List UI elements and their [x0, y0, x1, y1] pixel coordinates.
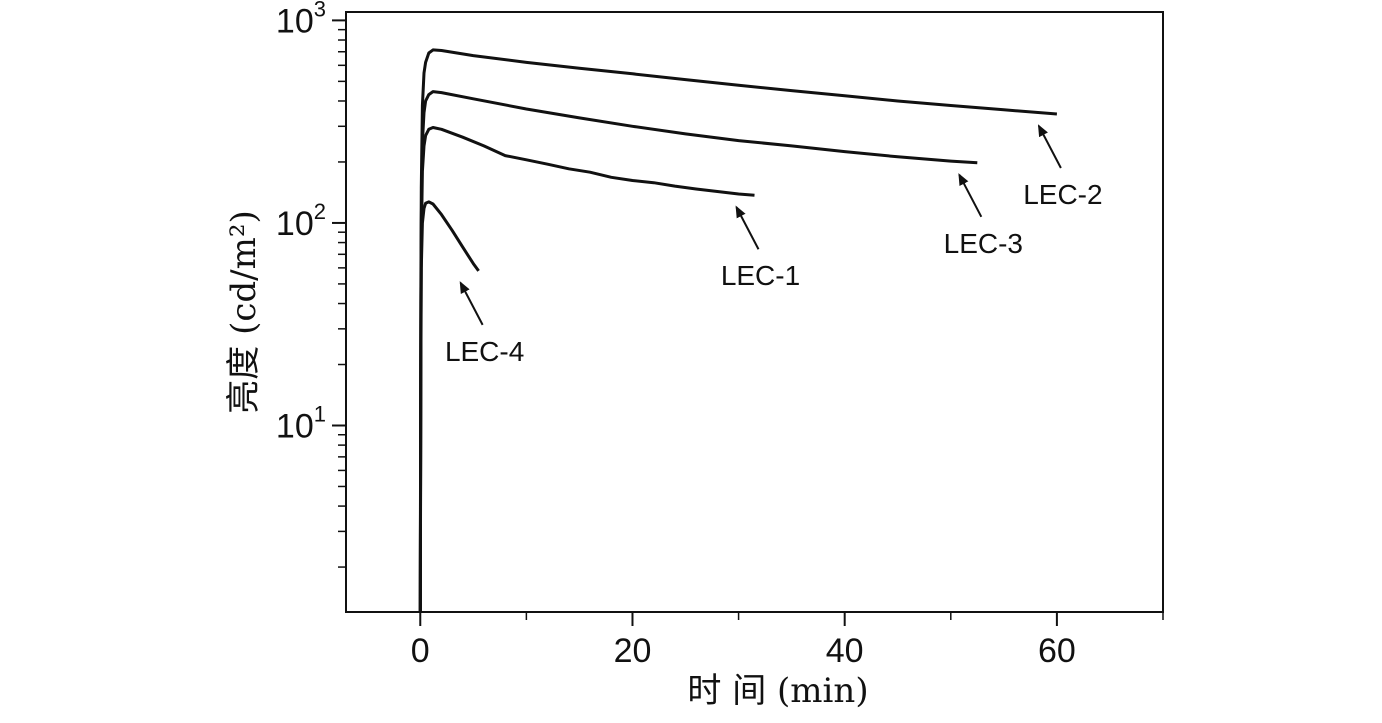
series-line-lec-2 — [418, 48, 1058, 613]
annotation-arrow — [1037, 124, 1062, 169]
x-axis-ticks: 0 20 40 60 — [411, 612, 1164, 670]
annotation-arrow — [459, 281, 484, 326]
plot-frame — [345, 11, 1164, 613]
y-tick-base: 10 — [276, 407, 314, 445]
series-layer — [418, 48, 1058, 613]
y-tick-exponent: 3 — [314, 0, 326, 21]
annotation-label: LEC-4 — [445, 336, 524, 367]
series-line-lec-4 — [418, 200, 480, 613]
y-tick-label: 103 — [276, 0, 326, 40]
x-tick-label: 60 — [1038, 632, 1076, 670]
x-tick-label: 40 — [826, 632, 864, 670]
y-tick-label: 101 — [276, 401, 326, 445]
y-tick-exponent: 2 — [314, 199, 326, 224]
y-axis-label: 亮度 (cd/m²) — [224, 210, 264, 413]
annotation-label: LEC-2 — [1023, 179, 1102, 210]
y-tick-base: 10 — [276, 2, 314, 40]
x-axis-label: 时 间 (min) — [687, 671, 868, 711]
series-line-lec-1 — [418, 126, 755, 613]
annotation-arrow — [735, 205, 760, 250]
x-tick-label: 0 — [411, 632, 430, 670]
annotation-label: LEC-1 — [721, 260, 800, 291]
annotation-label: LEC-3 — [944, 228, 1023, 259]
annotation-arrow — [958, 173, 983, 218]
series-line-lec-3 — [418, 90, 978, 613]
y-tick-base: 10 — [276, 205, 314, 243]
y-tick-exponent: 1 — [314, 401, 326, 426]
y-tick-label: 102 — [276, 199, 326, 243]
x-tick-label: 20 — [614, 632, 652, 670]
